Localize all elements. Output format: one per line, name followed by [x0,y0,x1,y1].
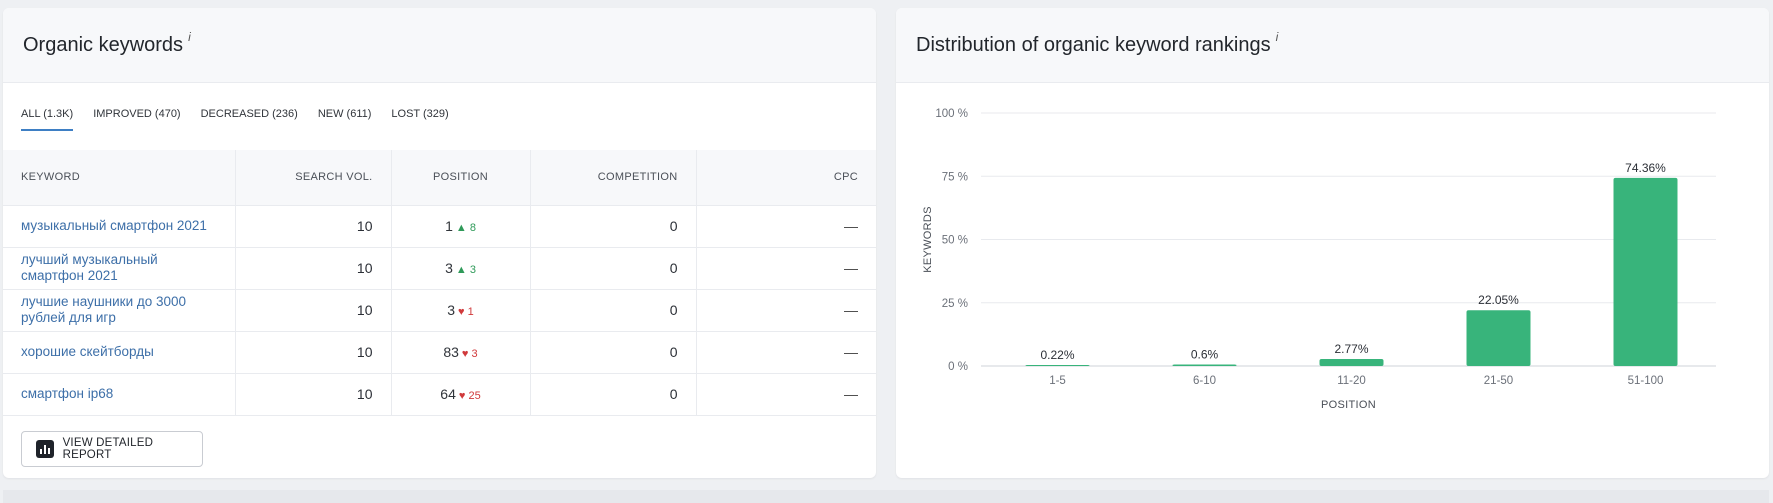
column-header-position[interactable]: POSITION [391,150,531,206]
position-value: 1 [445,218,453,234]
cpc-cell: — [696,331,876,374]
bar [1319,358,1384,366]
search-vol-cell: 10 [235,331,392,374]
position-delta: ♥ 25 [458,390,481,402]
next-section-edge [3,490,1769,503]
tab-lost[interactable]: LOST (329) [391,108,449,120]
bar-value-label: 74.36% [1625,161,1666,175]
cpc-cell: — [696,247,876,290]
x-tick-label: 11-20 [1337,375,1366,387]
x-tick-label: 51-100 [1628,375,1664,387]
keywords-table: KEYWORD SEARCH VOL. POSITION COMPETITION… [3,150,876,416]
organic-keywords-title: Organic keywords [23,33,184,56]
position-delta: ▲ 8 [455,222,476,234]
position-cell: 83 ♥ 3 [391,331,531,374]
bar-value-label: 22.05% [1478,293,1519,307]
bar [1613,177,1678,366]
tab-improved[interactable]: IMPROVED (470) [93,108,181,120]
bar-value-label: 2.77% [1334,342,1368,356]
search-vol-cell: 10 [235,373,392,416]
table-row: лучшие наушники до 3000 рублей для игр 1… [3,289,876,332]
view-detailed-report-button[interactable]: VIEW DETAILED REPORT [21,431,203,467]
table-row: музыкальный смартфон 2021 10 1 ▲ 8 0 — [3,205,876,248]
position-delta: ♥ 1 [458,306,474,318]
position-cell: 3 ▲ 3 [391,247,531,290]
competition-cell: 0 [530,205,697,248]
keyword-link[interactable]: лучшие наушники до 3000 рублей для игр [21,294,187,325]
competition-cell: 0 [530,373,697,416]
bar [1466,310,1531,366]
ranking-distribution-title: Distribution of organic keyword rankings [916,33,1271,56]
y-tick-label: 50 % [942,235,968,247]
keyword-link[interactable]: хорошие скейтборды [21,344,154,359]
tab-decreased[interactable]: DECREASED (236) [200,108,298,120]
position-cell: 64 ♥ 25 [391,373,531,416]
column-header-competition[interactable]: COMPETITION [530,150,697,206]
position-value: 83 [443,344,459,360]
table-row: смартфон ip68 10 64 ♥ 25 0 — [3,373,876,416]
heart-down-icon: ♥ [458,306,465,318]
view-detailed-report-label: VIEW DETAILED REPORT [62,437,154,461]
tab-all[interactable]: ALL (1.3K) [21,108,74,131]
position-delta: ▲ 3 [455,264,476,276]
ranking-distribution-chart: 0 % 25 % 50 % 75 % 100 % 0.22% 1-5 0.6% 6-10 2.77… [922,108,1716,411]
competition-cell: 0 [530,289,697,332]
ranking-distribution-header: Distribution of organic keyword rankings… [896,8,1769,83]
y-tick-label: 100 % [935,108,968,120]
column-header-search-vol[interactable]: SEARCH VOL. [235,150,392,206]
y-axis-title: KEYWORDS [922,206,934,273]
position-cell: 1 ▲ 8 [391,205,531,248]
cpc-cell: — [696,373,876,416]
position-value: 64 [440,386,456,402]
tab-new[interactable]: NEW (611) [317,108,372,120]
bar [1172,364,1237,366]
x-axis-title: POSITION [1321,399,1376,411]
bar [1025,365,1090,366]
keyword-link[interactable]: смартфон ip68 [21,386,114,401]
column-header-keyword[interactable]: KEYWORD [3,150,236,206]
heart-down-icon: ♥ [461,348,469,360]
position-value: 3 [445,260,453,276]
position-value: 3 [447,302,456,318]
cpc-cell: — [696,205,876,248]
x-tick-label: 21-50 [1484,375,1513,387]
ranking-distribution-panel: Distribution of organic keyword rankings… [896,8,1769,478]
column-header-cpc[interactable]: CPC [696,150,876,206]
bar-value-label: 0.22% [1040,348,1074,362]
position-delta: ♥ 3 [461,348,478,360]
cpc-cell: — [696,289,876,332]
table-header-row: KEYWORD SEARCH VOL. POSITION COMPETITION… [3,150,876,206]
y-tick-label: 25 % [942,298,968,310]
arrow-up-icon: ▲ [455,264,467,276]
keyword-link[interactable]: лучший музыкальный смартфон 2021 [21,252,158,283]
y-tick-label: 0 % [948,361,968,373]
x-tick-label: 1-5 [1049,375,1066,387]
keyword-filter-tabs: ALL (1.3K) IMPROVED (470) DECREASED (236… [21,108,449,131]
bar-value-label: 0.6% [1191,347,1219,361]
competition-cell: 0 [530,331,697,374]
info-icon[interactable]: i [1275,30,1279,44]
x-tick-label: 6-10 [1193,375,1216,387]
search-vol-cell: 10 [235,205,392,248]
organic-keywords-header: Organic keywords i [3,8,876,83]
info-icon[interactable]: i [188,30,191,44]
search-vol-cell: 10 [235,247,392,290]
position-cell: 3 ♥ 1 [391,289,531,332]
table-row: хорошие скейтборды 10 83 ♥ 3 0 — [3,331,876,374]
search-vol-cell: 10 [235,289,392,332]
arrow-up-icon: ▲ [455,222,467,234]
table-row: лучший музыкальный смартфон 2021 10 3 ▲ 3… [3,247,876,290]
y-tick-label: 75 % [942,171,968,183]
bar-chart-icon [36,440,54,458]
keyword-link[interactable]: музыкальный смартфон 2021 [21,218,207,233]
heart-down-icon: ♥ [458,390,466,402]
organic-keywords-panel: Organic keywords i ALL (1.3K) IMPROVED (… [3,8,876,478]
competition-cell: 0 [530,247,697,290]
